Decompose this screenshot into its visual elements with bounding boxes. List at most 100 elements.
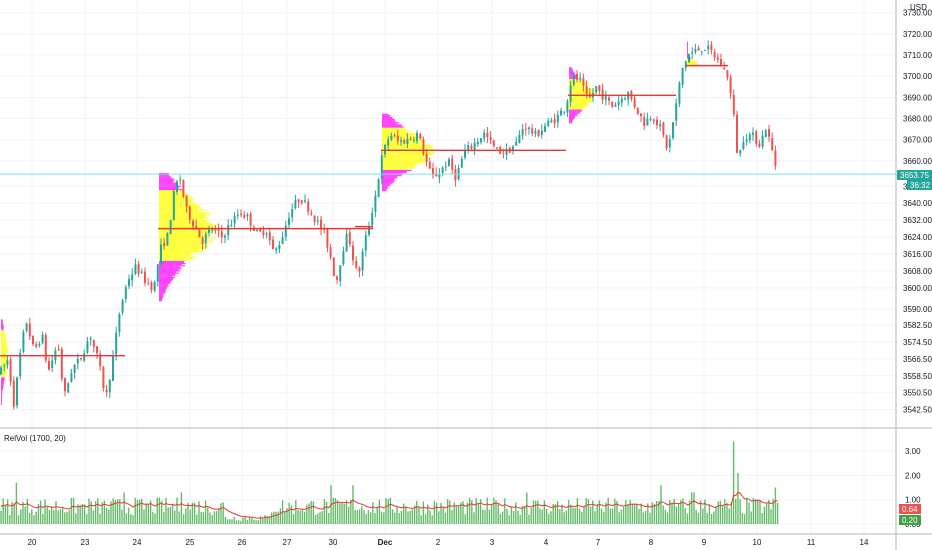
relvol-bar: [262, 517, 264, 524]
relvol-bar: [407, 511, 409, 524]
candle-body: [185, 195, 188, 207]
profile-bar: [687, 42, 688, 44]
profile-bar: [1, 328, 4, 330]
relvol-bar: [440, 502, 442, 524]
time-tick-label: 9: [702, 538, 707, 547]
relvol-bar: [611, 508, 614, 524]
time-axis[interactable]: 20 23 24 25 26 27 30 Dec 2 3 4 7 8 9 10 11 14: [28, 538, 869, 547]
profile-bar: [569, 85, 586, 87]
candle-body: [326, 228, 329, 248]
relvol-bar: [774, 487, 777, 524]
candle-body: [342, 251, 345, 265]
price-tick-label: 3608.00: [903, 267, 932, 276]
profile-bar: [1, 353, 8, 356]
relvol-bar: [548, 513, 550, 524]
profile-bar: [159, 293, 164, 295]
profile-bar: [569, 113, 578, 115]
svg-text:0.20: 0.20: [902, 516, 918, 525]
profile-bar: [159, 279, 172, 282]
candle-body: [150, 282, 153, 290]
profile-bar: [382, 156, 429, 158]
profile-bar: [1, 402, 2, 404]
relvol-bar: [693, 492, 695, 524]
relvol-bar: [17, 515, 20, 524]
relvol-bar: [105, 507, 108, 524]
relvol-bar: [468, 497, 471, 524]
profile-bar: [382, 169, 412, 172]
relvol-bar: [165, 497, 167, 524]
relvol-bar: [479, 499, 482, 524]
candle-body: [195, 225, 198, 230]
candle-body: [140, 271, 143, 273]
relvol-bar: [473, 512, 475, 524]
time-tick-label: Dec: [378, 538, 393, 547]
relvol-bar: [530, 508, 532, 524]
price-tick-label: 3632.00: [903, 216, 932, 225]
profile-bar: [382, 115, 390, 118]
profile-bar: [1, 401, 2, 403]
price-tick-label: 3670.00: [903, 136, 932, 145]
time-tick-label: 11: [807, 538, 816, 547]
profile-bar: [159, 212, 210, 214]
profile-bar: [159, 242, 206, 245]
last-price-badge: 3653.75: [897, 170, 932, 180]
profile-bar: [1, 370, 7, 373]
candle-body: [192, 220, 194, 227]
relvol-bar: [697, 512, 700, 524]
relvol-bar: [449, 500, 451, 524]
candle-body: [771, 138, 774, 151]
relvol-bar: [255, 520, 257, 524]
profile-bar: [159, 232, 212, 234]
profile-bar: [1, 379, 5, 381]
relvol-bar: [33, 515, 35, 524]
profile-bar: [1, 395, 2, 397]
relvol-bar: [416, 500, 418, 524]
relvol-bar: [167, 507, 169, 524]
price-grid: [0, 0, 896, 534]
profile-bar: [1, 349, 9, 351]
relvol-bar: [737, 472, 739, 524]
price-tick-label: 3690.00: [903, 93, 932, 102]
candle-body: [460, 158, 463, 168]
relvol-bar: [704, 499, 706, 524]
profile-bar: [569, 68, 573, 70]
relvol-bar: [200, 511, 202, 524]
relvol-bar: [554, 504, 557, 524]
profile-bar: [1, 400, 2, 402]
candle-body: [524, 128, 527, 130]
relvol-bar: [314, 514, 317, 524]
profile-bar: [159, 200, 193, 202]
profile-bar: [1, 360, 7, 362]
candle-body: [681, 67, 684, 85]
price-axis[interactable]: 3730.00 3720.00 3710.00 3700.00 3690.00 3680.…: [903, 9, 932, 415]
profile-bar: [382, 167, 415, 169]
profile-bar: [1, 382, 4, 384]
profile-bar: [1, 369, 6, 372]
candle-body: [515, 141, 518, 146]
profile-bar: [159, 220, 208, 222]
candle-body: [60, 349, 63, 380]
candle-body: [684, 61, 687, 68]
candle-body: [473, 142, 476, 150]
profile-bar: [159, 275, 173, 277]
relvol-bar: [158, 497, 161, 524]
profile-bar: [159, 264, 182, 266]
profile-bar: [159, 201, 191, 203]
relvol-bar: [92, 510, 95, 524]
profile-bar: [159, 193, 186, 195]
relvol-bar: [433, 500, 436, 524]
profile-bar: [159, 291, 166, 293]
price-tick-label: 3574.50: [903, 338, 932, 347]
relvol-bar: [506, 508, 508, 524]
relvol-bar: [372, 502, 374, 524]
candle-body: [233, 216, 236, 224]
candle-body: [230, 224, 233, 227]
candle-body: [624, 98, 626, 100]
time-tick-label: 14: [860, 538, 869, 547]
candle-body: [102, 367, 105, 388]
relvol-bar: [396, 506, 398, 524]
relvol-bar: [442, 507, 444, 524]
profile-bar: [569, 114, 578, 116]
profile-bar: [159, 202, 195, 204]
